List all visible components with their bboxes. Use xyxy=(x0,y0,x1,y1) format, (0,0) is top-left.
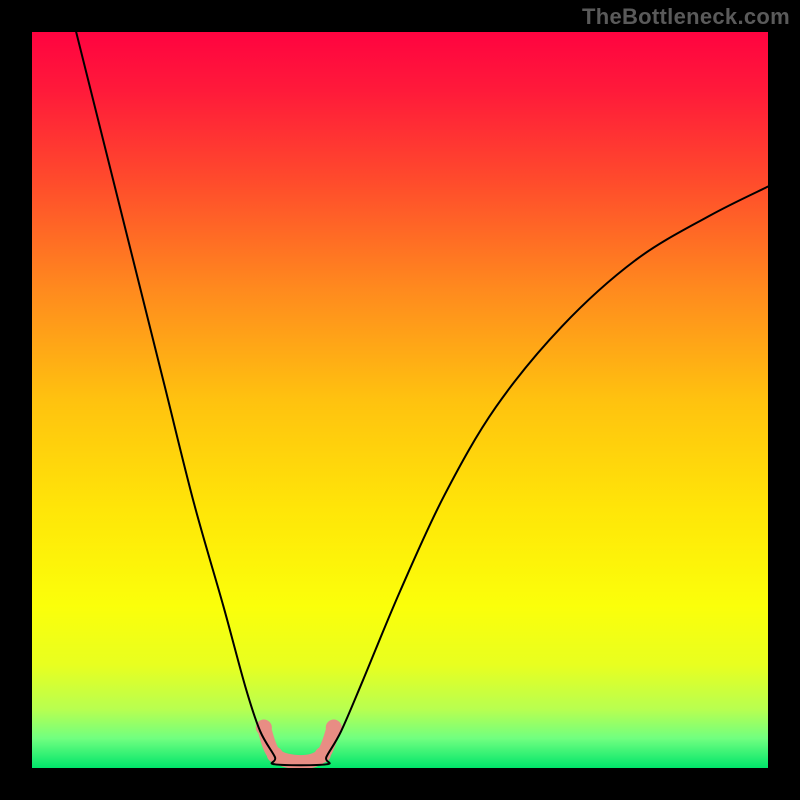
watermark-text: TheBottleneck.com xyxy=(582,4,790,30)
gradient-background xyxy=(32,32,768,768)
chart-svg xyxy=(0,0,800,800)
chart-root: TheBottleneck.com xyxy=(0,0,800,800)
